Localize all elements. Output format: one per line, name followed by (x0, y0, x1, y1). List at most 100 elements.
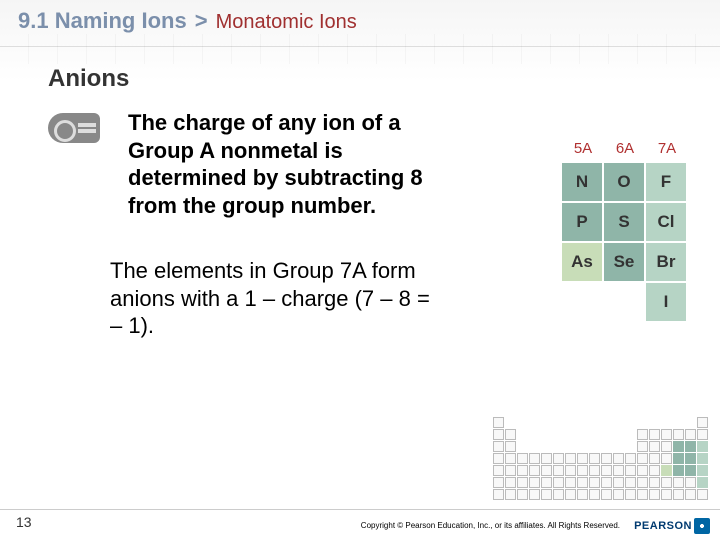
mini-cell (649, 489, 660, 500)
mini-row (493, 429, 708, 440)
pt-cell: N (562, 163, 602, 201)
pt-header-7a: 7A (646, 140, 688, 157)
mini-cell (613, 489, 624, 500)
mini-cell (601, 417, 612, 428)
pt-cell: O (604, 163, 644, 201)
mini-cell (673, 465, 684, 476)
mini-cell (565, 465, 576, 476)
pt-headers: 5A 6A 7A (562, 140, 688, 157)
mini-cell (517, 453, 528, 464)
mini-cell (661, 429, 672, 440)
mini-cell (625, 429, 636, 440)
mini-cell (541, 489, 552, 500)
mini-cell (697, 477, 708, 488)
mini-cell (685, 441, 696, 452)
mini-cell (601, 489, 612, 500)
mini-cell (637, 453, 648, 464)
mini-cell (565, 489, 576, 500)
mini-cell (685, 429, 696, 440)
mini-row (493, 441, 708, 452)
mini-cell (565, 417, 576, 428)
mini-cell (505, 477, 516, 488)
mini-cell (697, 489, 708, 500)
mini-row (493, 453, 708, 464)
mini-cell (541, 477, 552, 488)
mini-cell (661, 417, 672, 428)
mini-cell (517, 465, 528, 476)
mini-cell (589, 477, 600, 488)
mini-cell (529, 465, 540, 476)
mini-cell (577, 453, 588, 464)
mini-cell (601, 465, 612, 476)
mini-cell (505, 489, 516, 500)
mini-cell (661, 477, 672, 488)
mini-cell (637, 441, 648, 452)
footer-line (0, 509, 720, 510)
mini-cell (553, 477, 564, 488)
mini-cell (505, 453, 516, 464)
mini-cell (493, 489, 504, 500)
mini-cell (541, 453, 552, 464)
mini-cell (541, 441, 552, 452)
mini-cell (613, 477, 624, 488)
mini-cell (493, 477, 504, 488)
mini-cell (577, 441, 588, 452)
pt-cell: P (562, 203, 602, 241)
pt-row: NOF (562, 163, 688, 201)
mini-cell (625, 441, 636, 452)
mini-cell (505, 465, 516, 476)
mini-cell (637, 489, 648, 500)
mini-cell (493, 441, 504, 452)
mini-cell (661, 465, 672, 476)
mini-cell (685, 453, 696, 464)
mini-cell (505, 441, 516, 452)
mini-cell (697, 465, 708, 476)
mini-cell (613, 465, 624, 476)
mini-cell (589, 429, 600, 440)
mini-cell (673, 489, 684, 500)
mini-cell (529, 477, 540, 488)
mini-cell (697, 429, 708, 440)
pt-row: I (562, 283, 688, 321)
mini-cell (649, 465, 660, 476)
mini-cell (637, 477, 648, 488)
pt-cell: As (562, 243, 602, 281)
mini-periodic-table (493, 417, 708, 500)
mini-cell (541, 465, 552, 476)
mini-cell (613, 429, 624, 440)
mini-cell (661, 453, 672, 464)
pt-cell: Cl (646, 203, 686, 241)
mini-cell (517, 477, 528, 488)
mini-cell (685, 489, 696, 500)
pt-header-6a: 6A (604, 140, 646, 157)
mini-cell (673, 477, 684, 488)
slide: 9.1 Naming Ions > Monatomic Ions Anions … (0, 0, 720, 540)
mini-cell (649, 417, 660, 428)
mini-cell (517, 441, 528, 452)
pt-cell: Br (646, 243, 686, 281)
mini-cell (529, 417, 540, 428)
mini-cell (565, 441, 576, 452)
mini-cell (553, 465, 564, 476)
mini-cell (553, 429, 564, 440)
mini-cell (577, 489, 588, 500)
mini-cell (493, 429, 504, 440)
mini-cell (637, 465, 648, 476)
mini-cell (685, 465, 696, 476)
mini-cell (565, 429, 576, 440)
pt-header-5a: 5A (562, 140, 604, 157)
mini-cell (505, 417, 516, 428)
mini-cell (529, 489, 540, 500)
mini-cell (505, 429, 516, 440)
mini-cell (697, 441, 708, 452)
mini-cell (577, 465, 588, 476)
mini-cell (625, 477, 636, 488)
mini-cell (613, 417, 624, 428)
mini-cell (697, 417, 708, 428)
mini-cell (517, 417, 528, 428)
mini-cell (601, 429, 612, 440)
sub-text: The elements in Group 7A form anions wit… (110, 257, 430, 340)
mini-cell (565, 453, 576, 464)
mini-cell (649, 477, 660, 488)
mini-cell (625, 465, 636, 476)
